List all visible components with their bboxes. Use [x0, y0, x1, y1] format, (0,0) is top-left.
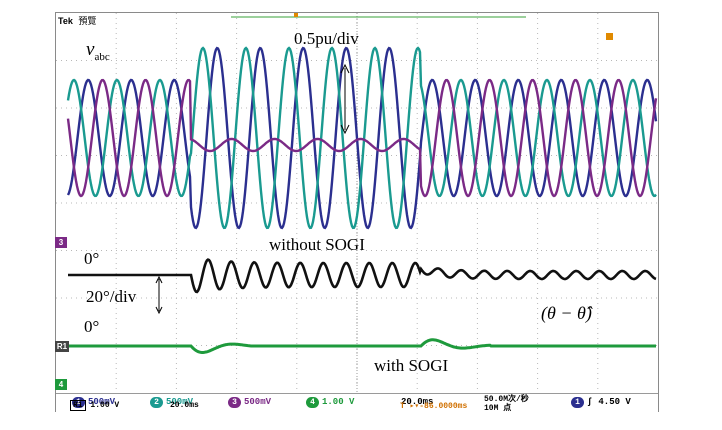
zero-degree-label-lower: 0°: [84, 317, 100, 336]
timebase-readout[interactable]: 20.0ms: [401, 397, 434, 407]
trigger-slope-icon: ∫: [587, 397, 593, 407]
brand-name: Tek: [58, 16, 73, 26]
vabc-label: vabc: [86, 39, 110, 63]
angle-arrowhead-up: [155, 275, 163, 284]
trigger-level-marker: [606, 33, 613, 40]
ch1-badge: 1: [72, 397, 85, 408]
vabc-subscript: abc: [94, 50, 110, 63]
zero-degree-label-upper: 0°: [84, 249, 100, 268]
ch4-ground-marker[interactable]: 4: [55, 379, 67, 390]
phase-error-with-sogi: [68, 338, 656, 354]
ch2-scale: 500mV: [166, 397, 194, 407]
ch3-badge: 3: [228, 397, 241, 408]
trigger-channel-badge: 1: [571, 397, 584, 408]
vabc-symbol: v: [86, 39, 95, 60]
ch4-badge: 4: [306, 397, 319, 408]
phase-a-waveform: [66, 46, 658, 230]
sample-rate: 50.0M次/秒: [484, 395, 529, 404]
ch4-scale: 1.00 V: [322, 397, 355, 407]
phase-b-waveform: [66, 46, 657, 230]
ch1-readout[interactable]: 1 500mV: [72, 396, 115, 409]
brand-label: Tek 預覽: [58, 14, 96, 27]
angle-arrowhead-down: [155, 306, 163, 315]
angle-scale-label: 20°/div: [86, 287, 137, 306]
acquisition-mode: 預覽: [78, 16, 97, 26]
voltage-scale-label: 0.5pu/div: [294, 29, 359, 48]
status-row-2: R1 1.00 V 20.0ms T ▸▾-86.0000ms: [70, 400, 660, 412]
ch1-scale: 500mV: [88, 397, 116, 407]
scale-arrowhead-up: [340, 63, 350, 74]
ch3-scale: 500mV: [244, 397, 272, 407]
phase-error-without-sogi: [68, 258, 657, 294]
ch3-ground-marker[interactable]: 3: [55, 237, 67, 248]
ref-scale: 1.00 V: [90, 401, 120, 410]
ref-time: 20.0ms: [170, 401, 199, 410]
status-bar: 1 500mV 2 500mV 3 500mV 4 1.00 V 20.0ms 50.0…: [56, 393, 658, 413]
without-sogi-label: without SOGI: [269, 235, 365, 254]
ch3-readout[interactable]: 3 500mV: [228, 396, 271, 409]
ch2-readout[interactable]: 2 500mV: [150, 396, 193, 409]
trigger-readout[interactable]: 1 ∫ 4.50 V: [571, 396, 631, 409]
waveform-display: [56, 13, 658, 393]
record-length: 10M 点: [484, 404, 512, 413]
oscilloscope-screen: Tek 預覽 vabc 0.5pu/div without SOGI 0° 20…: [55, 12, 659, 413]
trigger-position[interactable]: T ▸▾-86.0000ms: [400, 402, 468, 411]
trigger-position-icon: [294, 13, 298, 17]
trigger-level: 4.50 V: [598, 397, 631, 407]
acquisition-readout[interactable]: 50.0M次/秒 10M 点: [484, 395, 529, 413]
ref-label: R1: [70, 400, 86, 411]
scale-arrowhead-down: [340, 124, 350, 135]
ch2-badge: 2: [150, 397, 163, 408]
ref-readout[interactable]: R1 1.00 V: [70, 400, 120, 411]
with-sogi-label: with SOGI: [374, 356, 449, 375]
phase-c-waveform: [66, 78, 658, 198]
theta-error-label: (θ − θ̂): [541, 303, 592, 323]
ch4-readout[interactable]: 4 1.00 V: [306, 396, 354, 409]
ref1-ground-marker[interactable]: R1: [55, 341, 69, 352]
